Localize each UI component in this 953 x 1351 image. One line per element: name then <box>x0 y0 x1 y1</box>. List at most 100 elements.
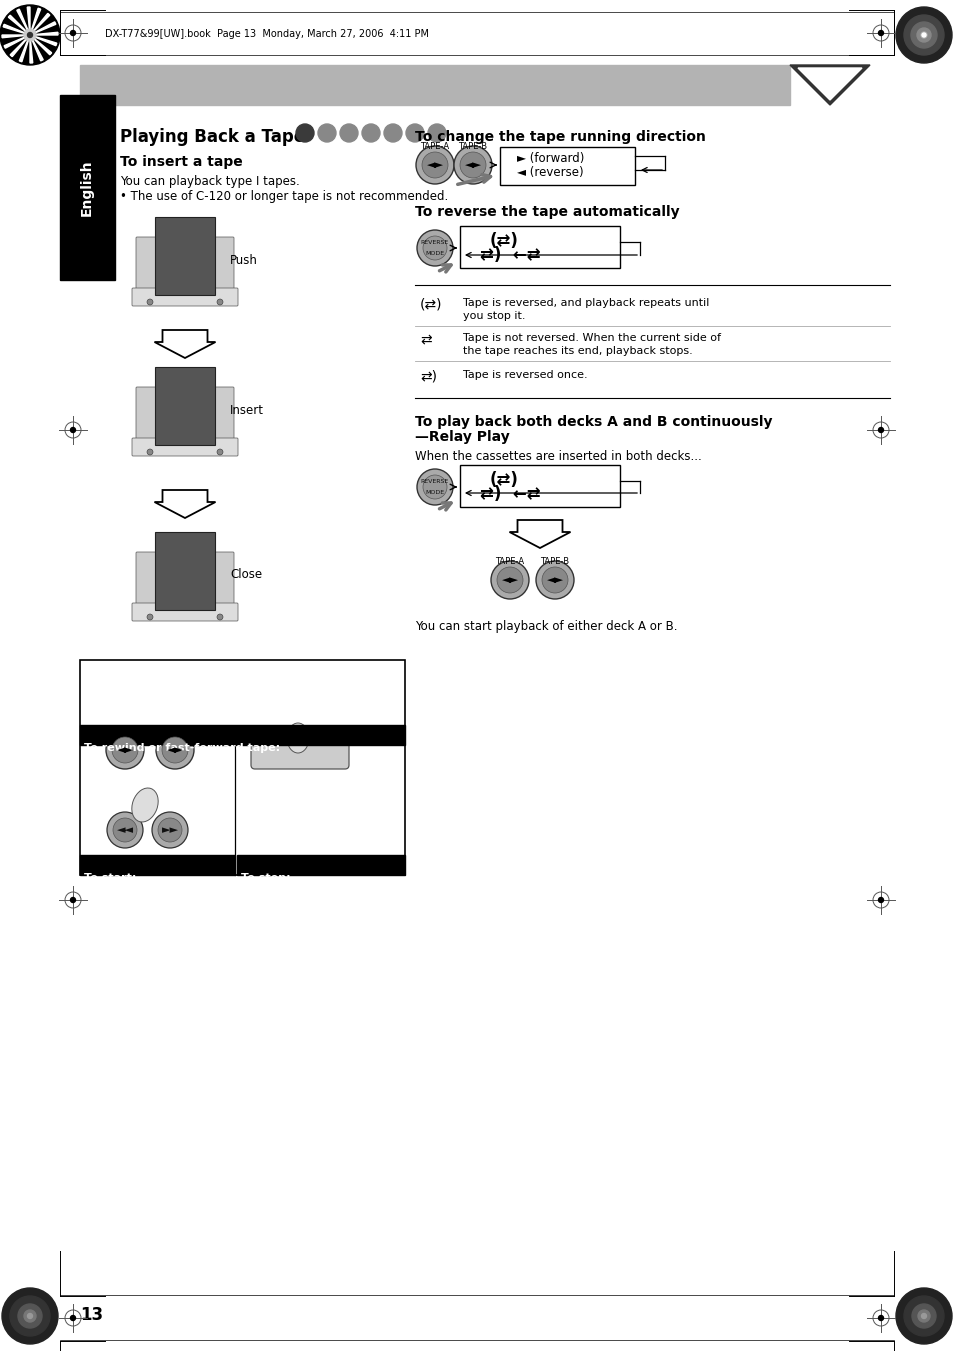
Circle shape <box>384 124 401 142</box>
Circle shape <box>152 812 188 848</box>
Text: Tape is reversed once.: Tape is reversed once. <box>462 370 587 380</box>
Polygon shape <box>19 35 30 62</box>
Polygon shape <box>2 35 30 38</box>
Circle shape <box>910 22 936 49</box>
Text: ◄►: ◄► <box>464 159 481 170</box>
Text: ► (forward): ► (forward) <box>517 153 584 165</box>
Circle shape <box>147 613 152 620</box>
Text: REVERSE: REVERSE <box>420 240 449 245</box>
Text: the tape reaches its end, playback stops.: the tape reaches its end, playback stops… <box>462 346 692 357</box>
Text: —Relay Play: —Relay Play <box>415 430 509 444</box>
Text: TAPE-A: TAPE-A <box>111 727 139 736</box>
Polygon shape <box>30 35 32 63</box>
Text: To change the tape running direction: To change the tape running direction <box>415 130 705 145</box>
Circle shape <box>878 1316 882 1320</box>
Text: To start:: To start: <box>84 873 136 884</box>
Text: ◄►: ◄► <box>116 744 133 755</box>
Text: TAPE-B: TAPE-B <box>539 557 569 566</box>
Text: TAPE-A: TAPE-A <box>420 142 449 151</box>
Text: you stop it.: you stop it. <box>462 311 525 322</box>
Text: ◄◄: ◄◄ <box>116 825 133 835</box>
Text: ◄►: ◄► <box>426 159 443 170</box>
Bar <box>80 65 789 105</box>
FancyBboxPatch shape <box>136 386 156 451</box>
Bar <box>80 855 234 875</box>
Circle shape <box>536 561 574 598</box>
FancyBboxPatch shape <box>213 386 233 451</box>
Circle shape <box>106 731 144 769</box>
FancyBboxPatch shape <box>132 603 237 621</box>
Text: TAPE-B: TAPE-B <box>160 727 190 736</box>
Polygon shape <box>797 68 862 100</box>
Bar <box>154 532 214 611</box>
Polygon shape <box>30 22 56 35</box>
Circle shape <box>911 1304 935 1328</box>
Circle shape <box>24 1310 36 1323</box>
Text: ◄►: ◄► <box>546 576 563 585</box>
Circle shape <box>147 449 152 455</box>
Polygon shape <box>30 32 58 35</box>
Text: (⇄): (⇄) <box>490 232 518 250</box>
Bar <box>154 367 214 444</box>
Circle shape <box>107 812 143 848</box>
Text: ►►: ►► <box>161 825 178 835</box>
Polygon shape <box>30 35 51 55</box>
Polygon shape <box>4 35 30 49</box>
Circle shape <box>216 449 223 455</box>
Circle shape <box>541 567 567 593</box>
Polygon shape <box>3 24 30 35</box>
Text: REVERSE: REVERSE <box>420 480 449 484</box>
Circle shape <box>162 738 188 763</box>
Text: DX-T77&99[UW].book  Page 13  Monday, March 27, 2006  4:11 PM: DX-T77&99[UW].book Page 13 Monday, March… <box>105 28 429 39</box>
Text: TAPE-A: TAPE-A <box>495 557 524 566</box>
Circle shape <box>339 124 357 142</box>
Text: Push: Push <box>230 254 257 266</box>
Bar <box>499 147 635 185</box>
Circle shape <box>112 738 138 763</box>
Text: Close: Close <box>230 569 262 581</box>
Circle shape <box>112 817 137 842</box>
Circle shape <box>454 146 492 184</box>
Circle shape <box>921 32 925 36</box>
Circle shape <box>216 299 223 305</box>
Polygon shape <box>30 35 43 61</box>
Text: MODE: MODE <box>425 490 444 494</box>
Circle shape <box>317 124 335 142</box>
Text: To insert a tape: To insert a tape <box>120 155 242 169</box>
Circle shape <box>878 31 882 35</box>
Circle shape <box>459 153 485 178</box>
Text: To rewind or fast-forward tape:: To rewind or fast-forward tape: <box>84 743 280 753</box>
Circle shape <box>903 1296 943 1336</box>
FancyBboxPatch shape <box>132 438 237 457</box>
Text: ⇄)  ←⇄: ⇄) ←⇄ <box>479 246 540 263</box>
Text: ⇄): ⇄) <box>419 370 436 384</box>
Ellipse shape <box>132 788 158 821</box>
FancyBboxPatch shape <box>132 288 237 305</box>
Text: ◄►: ◄► <box>167 744 183 755</box>
Bar <box>459 226 619 267</box>
Bar <box>60 95 115 280</box>
Circle shape <box>920 32 926 38</box>
Text: To stop:: To stop: <box>241 873 291 884</box>
Circle shape <box>216 613 223 620</box>
Polygon shape <box>509 520 570 549</box>
Circle shape <box>24 28 36 41</box>
Text: Insert: Insert <box>230 404 264 416</box>
Bar <box>459 465 619 507</box>
Circle shape <box>158 817 182 842</box>
Polygon shape <box>9 15 30 35</box>
Polygon shape <box>154 490 215 517</box>
Circle shape <box>422 476 447 499</box>
Text: To reverse the tape automatically: To reverse the tape automatically <box>415 205 679 219</box>
Polygon shape <box>30 8 41 35</box>
Circle shape <box>917 1310 929 1323</box>
Circle shape <box>361 124 379 142</box>
Text: (⇄): (⇄) <box>490 471 518 489</box>
Circle shape <box>895 7 951 63</box>
Circle shape <box>421 153 448 178</box>
Text: You can start playback of either deck A or B.: You can start playback of either deck A … <box>415 620 677 634</box>
Circle shape <box>71 1316 75 1320</box>
Circle shape <box>497 567 522 593</box>
Text: To play back both decks A and B continuously: To play back both decks A and B continuo… <box>415 415 772 430</box>
Circle shape <box>71 31 75 35</box>
